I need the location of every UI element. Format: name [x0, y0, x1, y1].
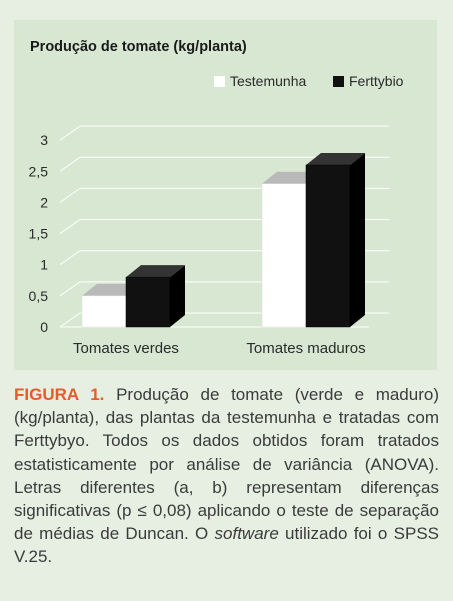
legend-label-testemunha: Testemunha	[230, 73, 306, 89]
grid-connector	[59, 187, 81, 203]
bar-top	[306, 153, 365, 166]
bar	[305, 164, 351, 328]
bar-side	[350, 153, 365, 327]
legend-swatch-testemunha	[214, 76, 225, 87]
y-tick-label: 3	[40, 132, 48, 148]
caption-label: FIGURA 1.	[14, 385, 105, 404]
y-tick-label: 1	[40, 257, 48, 273]
grid-connector	[59, 312, 81, 328]
y-tick-label: 2,5	[29, 163, 49, 179]
bar	[261, 183, 307, 328]
chart-panel: Produção de tomate (kg/planta) 0 0,5 1 1,5 2…	[14, 20, 437, 370]
bar-side	[170, 265, 185, 327]
grid-connector	[59, 156, 81, 172]
y-tick-label: 0,5	[29, 288, 49, 304]
y-tick-label: 1,5	[29, 226, 49, 242]
bar	[81, 295, 127, 328]
bar	[125, 276, 171, 328]
legend-label-ferttybio: Ferttybio	[349, 73, 404, 89]
y-tick-label: 2	[40, 194, 48, 210]
x-tick-label: Tomates maduros	[246, 340, 365, 357]
caption-text-before: Produção de tomate (verde e maduro) (kg/…	[14, 385, 439, 544]
x-tick-label: Tomates verdes	[73, 340, 179, 357]
chart-title: Produção de tomate (kg/planta)	[30, 39, 247, 55]
caption-text-after: utilizado foi o SPSS V.25.	[14, 524, 440, 567]
figure-caption: FIGURA 1. Produção de tomate (verde e ma…	[14, 383, 439, 569]
grid-connector	[59, 281, 81, 297]
legend-swatch-ferttybio	[333, 76, 344, 87]
grid-connector	[59, 125, 81, 141]
y-tick-label: 0	[40, 319, 48, 335]
grid-connector	[59, 250, 81, 266]
chart-svg: 0 0,5 1 1,5 2 2,5 3 Tomates verdes Tomates madur…	[29, 73, 404, 357]
bar-top	[126, 265, 185, 278]
grid-connector	[59, 219, 81, 234]
caption-italic: software	[214, 524, 279, 544]
